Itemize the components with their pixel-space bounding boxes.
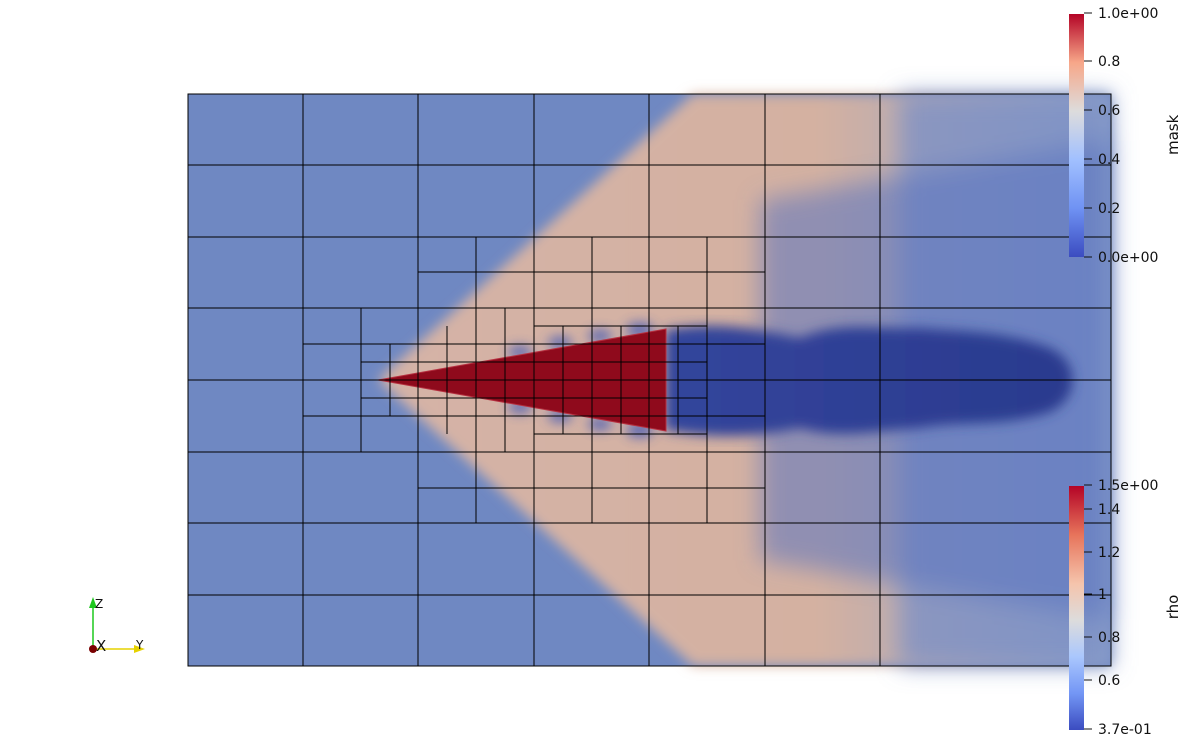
amr-mesh (188, 94, 1111, 666)
colorbar-rho-gradient (1069, 486, 1084, 730)
y-axis-label: Y (135, 638, 144, 652)
colorbar-mask: 1.0e+00 0.8 0.6 0.4 0.2 0.0e+00 (1069, 6, 1158, 266)
colorbar-rho-tick-label: 1 (1098, 587, 1107, 603)
colorbar-mask-tick-label: 0.8 (1098, 54, 1120, 70)
x-axis-dot-icon (89, 645, 97, 653)
colorbar-rho-tick-label: 3.7e-01 (1098, 722, 1152, 738)
colorbar-mask-tick-label: 0.4 (1098, 152, 1120, 168)
colorbar-mask-tick-label: 0.6 (1098, 103, 1120, 119)
orientation-axes-widget: Z X Y (89, 597, 145, 655)
colorbar-rho-tick-label: 1.5e+00 (1098, 478, 1158, 494)
colorbar-rho-tick-label: 1.2 (1098, 545, 1120, 561)
colorbar-rho-tick-label: 1.4 (1098, 502, 1120, 518)
z-axis-arrow-icon (89, 597, 97, 608)
x-axis-label: X (96, 637, 106, 655)
domain-outline (187, 93, 1112, 667)
y-axis-arrow-icon (134, 645, 145, 653)
z-axis-label: Z (95, 597, 103, 611)
colorbar-mask-gradient (1069, 14, 1084, 257)
colorbar-rho-tick-label: 0.8 (1098, 630, 1120, 646)
colorbar-mask-tick-label: 0.0e+00 (1098, 250, 1158, 266)
colorbar-rho-tick-label: 0.6 (1098, 673, 1120, 689)
colorbar-mask-tick-label: 1.0e+00 (1098, 6, 1158, 22)
colorbar-mask-tick-label: 0.2 (1098, 201, 1120, 217)
colorbar-rho: 1.5e+00 1.4 1.2 1 0.8 0.6 3.7e-01 (1069, 478, 1158, 738)
colorbar-mask-title: mask (1164, 114, 1182, 155)
colorbar-rho-title: rho (1164, 594, 1182, 620)
